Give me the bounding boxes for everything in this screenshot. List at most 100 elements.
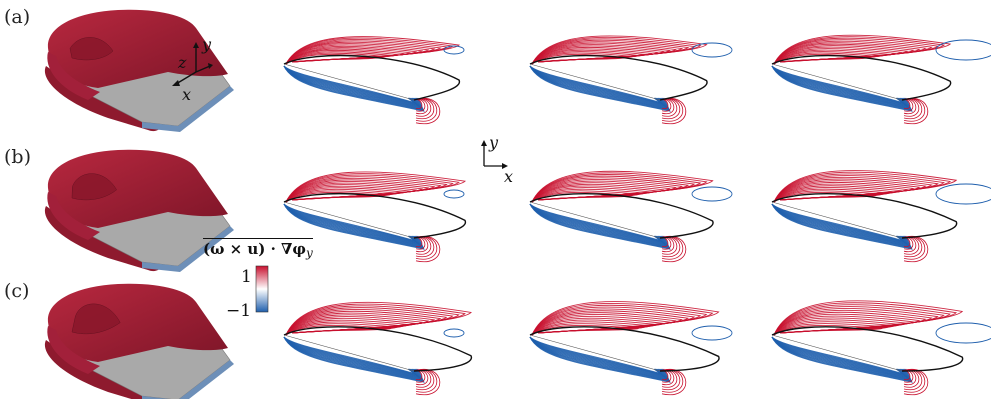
contour-negative [771,203,913,250]
contour-panel-b-1 [283,171,467,263]
airfoil-chord [529,63,661,101]
airfoil-chord [771,63,903,101]
contour-positive [773,34,952,65]
airfoil-chord [283,63,415,101]
shed-vortex [691,42,733,58]
axis-3d-y-arrow [193,42,199,48]
shed-vortex [691,325,733,341]
contour-negative [771,65,903,103]
contour-negative [283,65,415,103]
wing-surface [47,9,229,89]
axis-3d-z-label: z [177,53,187,72]
contour-negative [283,336,415,374]
contour-negative [529,203,661,241]
contour-trailing-edge [901,368,929,396]
contour-negative [771,203,903,241]
contour-negative [529,203,671,250]
row-label-a: (a) [4,6,31,28]
contour-negative [529,65,662,104]
airfoil-chord [283,201,415,239]
contour-panel-c-1 [283,301,473,396]
separation-outline [529,54,708,101]
axes-2d: yx [481,133,513,186]
shed-vortex [443,45,465,55]
contour-positive [531,170,714,203]
separation-outline [529,326,720,372]
separation-outline [771,54,952,101]
contour-negative [529,336,661,374]
wing-leading-edge [47,52,100,100]
contour-positive [285,36,461,65]
axis-3d-y-label: y [201,35,212,54]
row-label-b: (b) [4,146,31,168]
airfoil-chord [771,334,903,372]
colorbar-gradient [255,265,269,313]
separation-bubble [71,303,121,335]
colorbar-max-label: 1 [241,267,252,287]
contour-negative [283,336,425,383]
colorbar-title: (ω × u) · ∇φy [203,238,313,260]
wing-3d-b [44,149,234,272]
contour-negative [529,65,661,103]
contour-negative [283,203,415,241]
contour-panel-b-3 [771,170,991,263]
shed-vortex [691,186,733,202]
contour-negative [529,336,662,375]
contour-negative [283,203,425,250]
contour-negative [771,65,904,104]
contour-panel-c-3 [771,300,991,396]
contour-panel-b-2 [529,170,733,263]
plate-edge [142,226,234,272]
shed-vortex [443,189,465,199]
axis-3d-z-arrow [208,63,213,69]
shed-vortex [443,328,465,338]
colorbar-min-label: −1 [226,301,251,321]
axis-3d-x [175,71,197,85]
axis-2d-y-arrow [481,140,487,146]
row-label-c: (c) [4,280,30,302]
contour-positive [531,35,708,65]
contour-negative [771,65,913,112]
separation-outline [283,54,460,101]
wing-leading-edge [47,326,100,374]
axis-3d-z [195,65,211,73]
colorbar: 1 −1 [226,265,269,321]
wing-surface [47,283,229,362]
separation-bubble [71,173,117,201]
separation-outline [771,326,964,372]
wing-3d-c [44,283,234,403]
contour-negative [771,336,903,374]
contour-positive [285,171,466,203]
contour-negative [283,65,425,112]
contour-positive [773,170,958,203]
contour-negative [529,65,671,112]
airfoil-chord [529,201,661,239]
contour-panel-a-2 [529,35,733,125]
contour-trailing-edge [901,235,929,263]
contour-panel-c-2 [529,301,733,396]
contour-negative [771,336,904,375]
airfoil-chord [771,201,903,239]
wing-leading-edge [47,192,100,240]
wing-3d-a [44,9,234,132]
separation-outline [283,192,467,239]
contour-negative [529,336,671,383]
contour-negative [771,203,904,242]
wing-surface [47,149,229,228]
axis-2d-x-label: x [504,167,513,186]
airfoil-chord [283,334,415,372]
contour-negative [283,65,416,104]
contour-negative [283,203,416,242]
plate-edge [142,86,234,132]
shed-vortex [935,39,991,61]
axes-3d: yzx [172,35,213,104]
shed-vortex [935,183,991,205]
shed-vortex [935,322,991,344]
contour-negative [529,203,662,242]
axis-2d-x-arrow [502,163,508,169]
separation-outline [771,193,958,239]
axis-3d-x-label: x [182,85,191,104]
contour-negative [771,336,913,383]
